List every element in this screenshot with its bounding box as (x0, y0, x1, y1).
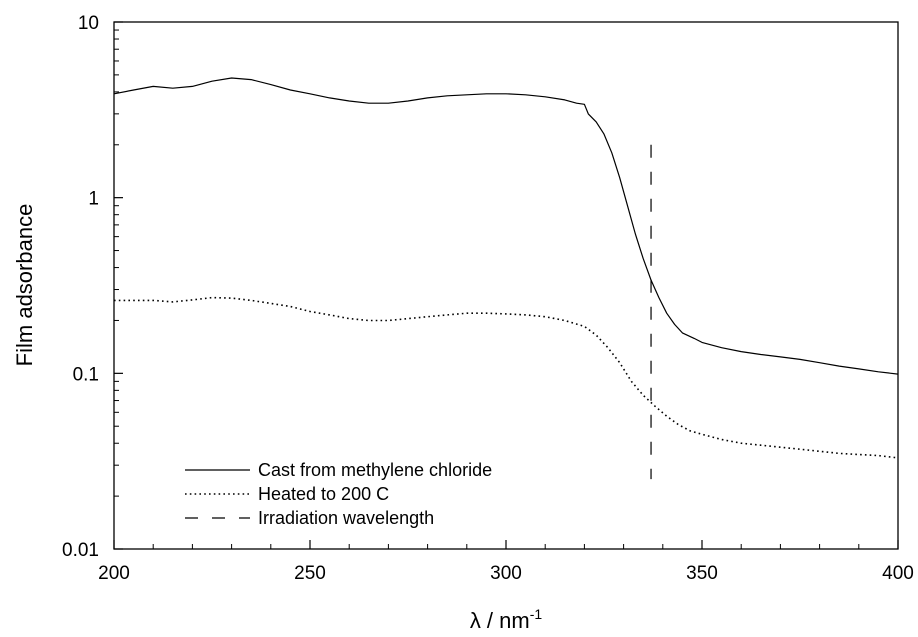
x-tick-label: 300 (490, 563, 522, 584)
major-ticks (113, 21, 899, 550)
series-line-cast (113, 77, 899, 375)
x-axis-title-text: λ / nm (470, 608, 530, 633)
x-tick-label: 200 (98, 563, 130, 584)
legend-label-cast: Cast from methylene chloride (258, 460, 492, 480)
legend-label-irradiation: Irradiation wavelength (258, 508, 434, 528)
x-tick-label: 350 (686, 563, 718, 584)
y-axis-title: Film adsorbance (12, 204, 37, 367)
x-axis-title-superscript: -1 (530, 606, 543, 622)
series-line-heated (114, 296, 899, 459)
series-layer (113, 77, 899, 459)
y-tick-labels: 0.01 0.1 1 10 (62, 13, 99, 561)
x-tick-labels: 200 250 300 350 400 (98, 563, 914, 584)
x-tick-label: 250 (294, 563, 326, 584)
x-tick-label: 400 (882, 563, 914, 584)
y-tick-label: 10 (78, 13, 99, 34)
legend-label-heated: Heated to 200 C (258, 484, 389, 504)
minor-ticks (114, 29, 860, 549)
y-tick-label: 1 (88, 189, 99, 210)
x-axis-title: λ / nm-1 (470, 606, 543, 633)
y-tick-label: 0.1 (73, 364, 99, 385)
y-tick-label: 0.01 (62, 540, 99, 561)
legend: Cast from methylene chloride Heated to 2… (185, 460, 492, 528)
